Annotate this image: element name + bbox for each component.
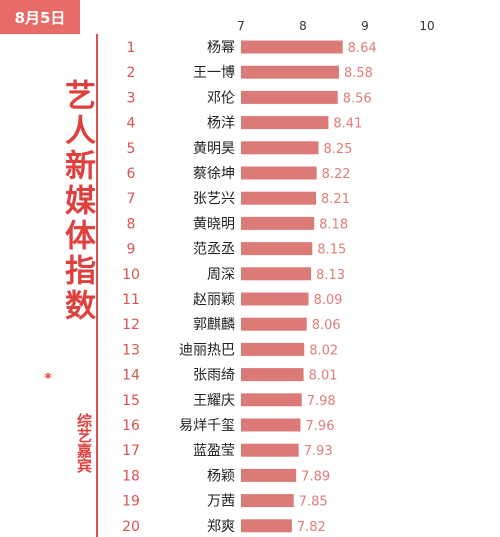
bar (241, 191, 317, 205)
category-label: 周深 (207, 267, 235, 283)
x-tick-label: 7 (237, 19, 245, 33)
rank-label: 2 (127, 65, 136, 81)
date-badge: 8月5日 (0, 0, 80, 34)
bar (241, 494, 294, 508)
data-label: 8.64 (348, 41, 377, 56)
category-label: 杨幂 (207, 40, 235, 56)
rank-label: 8 (127, 216, 136, 232)
bar (241, 292, 309, 306)
rank-label: 5 (127, 141, 136, 157)
rank-label: 12 (122, 317, 140, 333)
category-label: 蓝盈莹 (193, 443, 235, 459)
chart-subtitle: 综艺嘉宾 (75, 413, 93, 473)
bar (241, 342, 305, 356)
category-label: 王一博 (193, 64, 235, 81)
bar (241, 141, 319, 155)
category-label: 张雨绮 (193, 368, 235, 384)
bar (241, 40, 343, 54)
bar (241, 368, 304, 382)
x-tick-label: 10 (419, 19, 434, 33)
category-label: 蔡徐坤 (193, 166, 235, 182)
bar (241, 166, 317, 180)
bar (241, 116, 329, 130)
data-label: 8.41 (333, 117, 362, 132)
rank-label: 1 (127, 40, 136, 56)
bar (241, 468, 297, 482)
bar (241, 216, 315, 230)
data-label: 8.21 (321, 192, 350, 207)
bar (241, 90, 338, 104)
bar (241, 317, 307, 331)
category-label: 黄晓明 (193, 215, 235, 232)
data-label: 8.58 (344, 66, 373, 81)
rank-label: 6 (127, 166, 136, 182)
data-label: 7.96 (306, 419, 335, 434)
rank-label: 14 (122, 368, 140, 384)
rank-label: 19 (122, 494, 140, 510)
category-label: 黄明昊 (193, 140, 235, 157)
data-label: 7.82 (297, 520, 326, 535)
rank-label: 17 (122, 443, 140, 459)
rank-label: 20 (122, 519, 140, 535)
rank-label: 3 (127, 90, 136, 106)
category-label: 王耀庆 (193, 393, 235, 409)
category-label: 万茜 (207, 494, 235, 510)
data-label: 8.09 (314, 293, 343, 308)
asterisk-mark: * (44, 371, 52, 387)
data-label: 8.13 (316, 268, 345, 283)
rank-label: 15 (122, 393, 140, 409)
rank-label: 7 (127, 191, 136, 207)
data-label: 7.85 (299, 495, 328, 510)
data-label: 8.15 (317, 243, 346, 258)
bar-chart: 7 8 9 10 1 杨幂 8.64 2 王一博 8.58 3 邓伦 8.56 4 杨洋 8.41 5 黄明昊 8.… (122, 19, 435, 535)
data-label: 8.01 (309, 369, 338, 384)
data-label: 8.56 (343, 91, 372, 106)
x-tick-label: 8 (299, 19, 307, 33)
category-label: 邓伦 (207, 90, 235, 106)
side-title-panel (0, 34, 98, 537)
category-label: 赵丽颖 (193, 292, 235, 308)
bar (241, 418, 301, 432)
bar (241, 519, 292, 533)
rank-label: 9 (127, 242, 136, 258)
bar (241, 393, 302, 407)
category-label: 杨颖 (207, 468, 235, 484)
chart-title: 艺人新媒体指数 (59, 78, 95, 324)
category-label: 易烊千玺 (179, 418, 235, 434)
rank-label: 13 (122, 342, 140, 358)
rank-label: 18 (122, 468, 140, 484)
data-label: 8.02 (309, 343, 338, 358)
rank-label: 11 (122, 292, 140, 308)
rank-label: 4 (127, 116, 136, 132)
data-label: 8.18 (319, 217, 348, 232)
category-label: 郭麒麟 (193, 316, 235, 333)
category-label: 杨洋 (207, 116, 235, 132)
rank-label: 10 (122, 267, 140, 283)
bar (241, 443, 299, 457)
category-label: 迪丽热巴 (179, 342, 235, 358)
data-label: 8.22 (322, 167, 351, 182)
category-label: 张艺兴 (193, 191, 235, 207)
category-label: 范丞丞 (193, 241, 235, 258)
data-label: 8.06 (312, 318, 341, 333)
bar (241, 65, 339, 79)
data-label: 7.93 (304, 444, 333, 459)
data-label: 8.25 (324, 142, 353, 157)
category-label: 郑爽 (207, 519, 235, 535)
x-tick-label: 9 (361, 19, 369, 33)
data-label: 7.98 (307, 394, 336, 409)
bar (241, 242, 313, 256)
bar (241, 267, 312, 281)
rank-label: 16 (122, 418, 140, 434)
data-label: 7.89 (301, 469, 330, 484)
